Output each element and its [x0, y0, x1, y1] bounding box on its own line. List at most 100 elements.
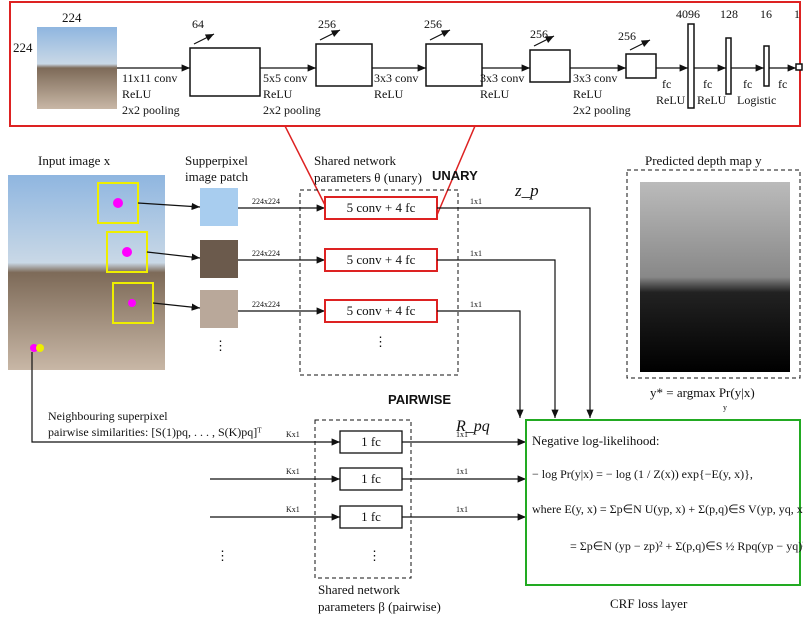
input-size: Kx1: [286, 505, 300, 514]
unary-heading: UNARY: [432, 168, 478, 183]
input-height: 224: [62, 10, 82, 25]
block-label: 1 fc: [361, 471, 381, 486]
arrow: [437, 260, 555, 418]
conv-layer: [190, 48, 260, 96]
pairwise-input: Neighbouring superpixel: [48, 409, 168, 423]
fc-layer: [764, 46, 769, 86]
fc-layer: [796, 64, 802, 70]
layer-op: ReLU: [263, 87, 293, 101]
block-label: 5 conv + 4 fc: [347, 252, 416, 267]
depth-title: Predicted depth map y: [645, 153, 762, 168]
block-label: 5 conv + 4 fc: [347, 303, 416, 318]
output-size: 1x1: [470, 300, 482, 309]
crf-line: Negative log-likelihood:: [532, 433, 659, 448]
output-size: 1x1: [470, 249, 482, 258]
conv-layer: [530, 50, 570, 82]
depth-arrow: [320, 30, 340, 40]
layer-op: 11x11 conv: [122, 71, 177, 85]
depth-formula-sub: y: [723, 403, 727, 412]
conv-layer: [426, 44, 482, 86]
input-size: 224x224: [252, 249, 280, 258]
layer-size: 256: [618, 29, 636, 43]
layer-op: ReLU: [573, 87, 603, 101]
superpixel: [113, 198, 123, 208]
layer-size: 256: [318, 17, 336, 31]
depth-map: [640, 182, 790, 372]
block-label: 1 fc: [361, 509, 381, 524]
output-size: 1x1: [456, 505, 468, 514]
input-width: 224: [13, 40, 33, 55]
patch: [200, 290, 238, 328]
conv-layer: [316, 44, 372, 86]
unary-output: z_p: [514, 181, 539, 200]
superpixel: [122, 247, 132, 257]
unary-params: parameters θ (unary): [314, 170, 422, 185]
layer-size: 256: [530, 27, 548, 41]
layer-op: 3x3 conv: [480, 71, 524, 85]
patch: [200, 240, 238, 278]
layer-op: ReLU: [697, 93, 727, 107]
layer-op: 3x3 conv: [573, 71, 617, 85]
crf-line: = Σp∈N (yp − zp)² + Σ(p,q)∈S ½ Rpq(yp − …: [570, 539, 803, 553]
superpixel: [128, 299, 136, 307]
input-size: Kx1: [286, 430, 300, 439]
output-size: 1x1: [470, 197, 482, 206]
unary-params: Shared network: [314, 153, 396, 168]
pairwise-params: parameters β (pairwise): [318, 599, 441, 614]
layer-op: ReLU: [480, 87, 510, 101]
layer-op: ReLU: [122, 87, 152, 101]
input-thumbnail: [37, 27, 117, 109]
input-title: Input image x: [38, 153, 111, 168]
ellipsis: ⋮: [216, 548, 229, 563]
layer-op: 3x3 conv: [374, 71, 418, 85]
output-size: 1x1: [456, 430, 468, 439]
ellipsis: ⋮: [368, 548, 381, 563]
crf-line: − log Pr(y|x) = − log (1 / Z(x)) exp{−E(…: [532, 467, 753, 481]
layer-op: fc: [662, 77, 671, 91]
ellipsis: ⋮: [374, 334, 387, 349]
patch: [200, 188, 238, 226]
layer-op: 2x2 pooling: [122, 103, 180, 117]
layer-op: ReLU: [374, 87, 404, 101]
layer-size: 4096: [676, 7, 700, 21]
layer-size: 1: [794, 7, 800, 21]
layer-op: 2x2 pooling: [263, 103, 321, 117]
superpixel: [36, 344, 44, 352]
layer-op: 2x2 pooling: [573, 103, 631, 117]
layer-op: fc: [703, 77, 712, 91]
cnn-architecture: 224 224 64 11x11 conv ReLU 2x2 pooling 256 5x…: [10, 2, 802, 126]
input-size: 224x224: [252, 197, 280, 206]
pairwise-input: pairwise similarities: [S(1)pq, . . . , …: [48, 425, 262, 439]
block-label: 1 fc: [361, 434, 381, 449]
crf-caption: CRF loss layer: [610, 596, 688, 611]
layer-op: ReLU: [656, 93, 686, 107]
input-size: 224x224: [252, 300, 280, 309]
conv-layer: [626, 54, 656, 78]
arrow: [437, 208, 590, 418]
layer-op: fc: [778, 77, 787, 91]
block-label: 5 conv + 4 fc: [347, 200, 416, 215]
patch-title: image patch: [185, 169, 249, 184]
layer-size: 128: [720, 7, 738, 21]
unary-rows: 224x224 5 conv + 4 fc 1x1 224x224 5 conv + 4…: [238, 197, 590, 418]
layer-op: Logistic: [737, 93, 776, 107]
layer-op: 5x5 conv: [263, 71, 307, 85]
pairwise-heading: PAIRWISE: [388, 392, 451, 407]
input-size: Kx1: [286, 467, 300, 476]
patch-title: Supperpixel: [185, 153, 248, 168]
depth-arrow: [194, 34, 214, 44]
pairwise-rows: Kx1 1 fc 1x1 Kx1 1 fc 1x1 Kx1 1 fc 1x1: [210, 430, 526, 528]
output-size: 1x1: [456, 467, 468, 476]
layer-size: 64: [192, 17, 204, 31]
depth-formula: y* = argmax Pr(y|x): [650, 385, 755, 400]
pairwise-params: Shared network: [318, 582, 400, 597]
crf-line: where E(y, x) = Σp∈N U(yp, x) + Σ(p,q)∈S…: [532, 502, 803, 516]
layer-op: fc: [743, 77, 752, 91]
layer-size: 256: [424, 17, 442, 31]
fc-layer: [726, 38, 731, 94]
layer-size: 16: [760, 7, 772, 21]
fc-layer: [688, 24, 694, 108]
diagram: 224 224 64 11x11 conv ReLU 2x2 pooling 256 5x…: [0, 0, 803, 618]
depth-arrow: [430, 30, 450, 40]
ellipsis: ⋮: [214, 338, 227, 353]
